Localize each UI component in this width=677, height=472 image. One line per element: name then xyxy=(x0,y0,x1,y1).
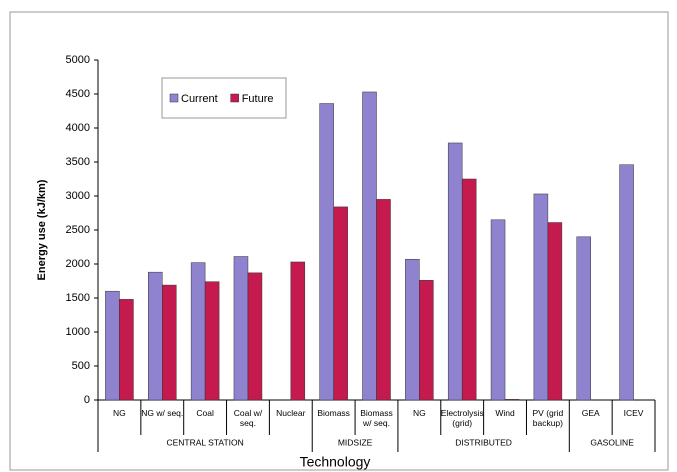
bar xyxy=(504,399,520,401)
group-label: MIDSIZE xyxy=(338,437,373,447)
x-tick-label: Biomass w/ seq. xyxy=(360,408,393,428)
legend-swatch xyxy=(230,93,239,103)
y-tick-label: 1500 xyxy=(66,292,90,304)
bar xyxy=(362,91,377,401)
x-tick-label: Electrolysis (grid) xyxy=(440,408,484,428)
bar xyxy=(405,258,420,401)
x-axis-label: Technology xyxy=(300,454,371,470)
bar xyxy=(376,199,391,401)
y-tick-label: 500 xyxy=(72,360,90,372)
bar xyxy=(190,262,206,401)
x-tick-label: Coal xyxy=(196,408,214,418)
bar xyxy=(247,272,263,401)
bar xyxy=(204,281,220,401)
y-tick-label: 5000 xyxy=(66,54,90,66)
bar xyxy=(619,164,634,401)
x-tick-label: Nuclear xyxy=(276,408,306,418)
bar xyxy=(419,280,434,401)
bar xyxy=(533,193,549,401)
x-tick-label: ICEV xyxy=(623,408,644,418)
x-tick-label: NG w/ seq. xyxy=(141,408,184,418)
y-tick-label: 2500 xyxy=(66,224,90,236)
legend-swatch xyxy=(169,93,179,103)
bar xyxy=(547,222,563,401)
bar xyxy=(461,178,477,401)
y-axis-label: Energy use (kJ/km) xyxy=(36,179,48,280)
bar xyxy=(148,271,163,401)
group-label: CENTRAL STATION xyxy=(166,437,243,447)
bar xyxy=(105,290,120,401)
legend-box xyxy=(161,77,287,119)
bar xyxy=(576,236,591,401)
x-tick-label: Biomass xyxy=(317,408,350,418)
x-tick-label: NG xyxy=(412,408,426,418)
group-label: GASOLINE xyxy=(590,437,634,447)
x-tick-label: Coal w/ seq. xyxy=(233,408,263,428)
x-tick-label: Wind xyxy=(495,408,515,418)
y-tick-label: 2000 xyxy=(66,258,90,270)
bar xyxy=(233,256,249,401)
y-tick-label: 3000 xyxy=(66,190,90,202)
bar xyxy=(490,219,506,401)
bar xyxy=(333,206,348,401)
y-tick-label: 0 xyxy=(84,394,90,406)
chart-border xyxy=(9,11,669,471)
bar xyxy=(319,103,334,401)
y-tick-label: 1000 xyxy=(66,326,90,338)
legend-label: Future xyxy=(242,93,274,105)
bar xyxy=(119,299,134,401)
bar xyxy=(290,261,306,401)
legend-label: Current xyxy=(181,93,218,105)
x-tick-label: NG xyxy=(113,408,126,418)
y-tick-label: 3500 xyxy=(66,156,90,168)
y-tick-label: 4500 xyxy=(66,88,90,100)
y-tick-label: 4000 xyxy=(66,122,90,134)
x-tick-label: PV (grid backup) xyxy=(532,408,564,428)
bar xyxy=(162,284,177,401)
bar xyxy=(447,142,463,401)
group-label: DISTRIBUTED xyxy=(455,437,512,447)
x-tick-label: GEA xyxy=(581,408,600,418)
